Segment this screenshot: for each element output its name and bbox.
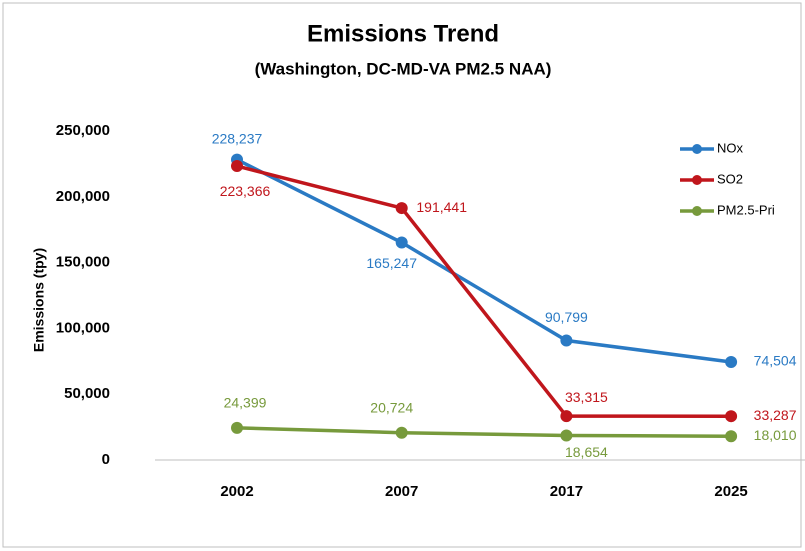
data-label: 165,247 <box>366 255 417 271</box>
data-label: 33,315 <box>565 389 608 405</box>
x-tick-label: 2017 <box>550 483 583 500</box>
legend-label: SO2 <box>717 171 743 186</box>
y-tick-label: 150,000 <box>56 254 110 271</box>
legend-marker <box>692 206 702 216</box>
x-tick-label: 2002 <box>220 483 253 500</box>
chart-subtitle: (Washington, DC-MD-VA PM2.5 NAA) <box>255 59 552 78</box>
y-tick-label: 100,000 <box>56 319 110 336</box>
y-tick-label: 50,000 <box>64 385 110 402</box>
chart-title: Emissions Trend <box>307 20 499 47</box>
legend-marker <box>692 175 702 185</box>
data-point <box>725 430 738 443</box>
series-line <box>236 426 732 439</box>
data-point <box>231 421 243 434</box>
data-point <box>395 426 408 439</box>
data-point <box>725 355 738 368</box>
x-tick-label: 2025 <box>714 483 747 500</box>
data-point <box>560 429 573 442</box>
y-tick-label: 250,000 <box>56 122 110 139</box>
data-label: 191,441 <box>416 199 467 215</box>
data-label: 90,799 <box>545 309 588 325</box>
data-point <box>395 236 408 249</box>
x-tick-label: 2007 <box>385 483 418 500</box>
series-line <box>236 164 732 418</box>
series-line <box>236 158 732 364</box>
legend-marker <box>692 144 702 154</box>
data-label: 24,399 <box>224 395 267 411</box>
data-label: 33,287 <box>754 407 797 423</box>
data-point <box>725 410 738 423</box>
data-point <box>231 160 243 173</box>
data-point <box>560 334 573 347</box>
data-point <box>560 410 573 423</box>
legend-label: PM2.5-Pri <box>717 202 775 217</box>
data-label: 20,724 <box>370 399 413 415</box>
data-label: 18,010 <box>754 427 797 443</box>
data-label: 18,654 <box>565 444 608 460</box>
y-tick-label: 0 <box>102 451 110 468</box>
data-label: 228,237 <box>212 130 263 146</box>
data-point <box>395 202 408 215</box>
data-label: 223,366 <box>220 183 271 199</box>
y-axis-label: Emissions (tpy) <box>31 248 47 352</box>
data-label: 74,504 <box>754 353 797 369</box>
y-tick-label: 200,000 <box>56 188 110 205</box>
legend-label: NOx <box>717 140 744 155</box>
